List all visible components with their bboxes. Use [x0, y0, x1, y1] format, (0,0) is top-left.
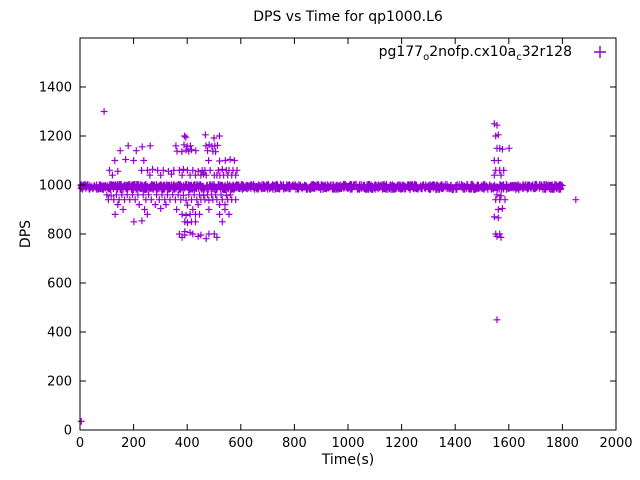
y-tick-label: 600 [47, 277, 72, 292]
legend-series-label: pg177o2nofp.cx10ac32r128 [378, 44, 572, 63]
x-tick-label: 600 [228, 436, 253, 451]
y-tick-label: 1200 [39, 130, 72, 145]
y-tick-label: 1400 [39, 81, 72, 96]
y-tick-label: 1000 [39, 179, 72, 194]
x-tick-label: 0 [76, 436, 84, 451]
x-tick-label: 1400 [439, 436, 472, 451]
legend-label-part: 32r128 [521, 44, 572, 60]
legend-label-subscript: o [423, 52, 430, 63]
legend-label-part: 2nofp.cx10a [429, 44, 517, 60]
chart-title: DPS vs Time for qp1000.L6 [253, 9, 443, 25]
x-tick-label: 400 [175, 436, 200, 451]
data-band [77, 180, 566, 194]
x-tick-label: 200 [121, 436, 146, 451]
data-points [77, 108, 580, 425]
y-axis-label: DPS [18, 219, 34, 249]
legend-marker-icon [594, 46, 606, 58]
x-tick-label: 800 [282, 436, 307, 451]
y-tick-label: 0 [64, 424, 72, 439]
x-tick-label: 2000 [599, 436, 632, 451]
x-axis-label: Time(s) [321, 452, 375, 468]
y-tick-label: 400 [47, 326, 72, 341]
y-tick-label: 200 [47, 375, 72, 390]
axis-ticks [79, 38, 617, 431]
legend: pg177o2nofp.cx10ac32r128 [80, 44, 608, 63]
x-tick-label: 1000 [331, 436, 364, 451]
legend-label-subscript: c [516, 52, 522, 63]
legend-label-part: pg177 [378, 44, 424, 60]
x-tick-label: 1800 [546, 436, 579, 451]
y-tick-label: 800 [47, 228, 72, 243]
x-tick-label: 1200 [385, 436, 418, 451]
x-tick-label: 1600 [492, 436, 525, 451]
plot-border [79, 37, 617, 431]
